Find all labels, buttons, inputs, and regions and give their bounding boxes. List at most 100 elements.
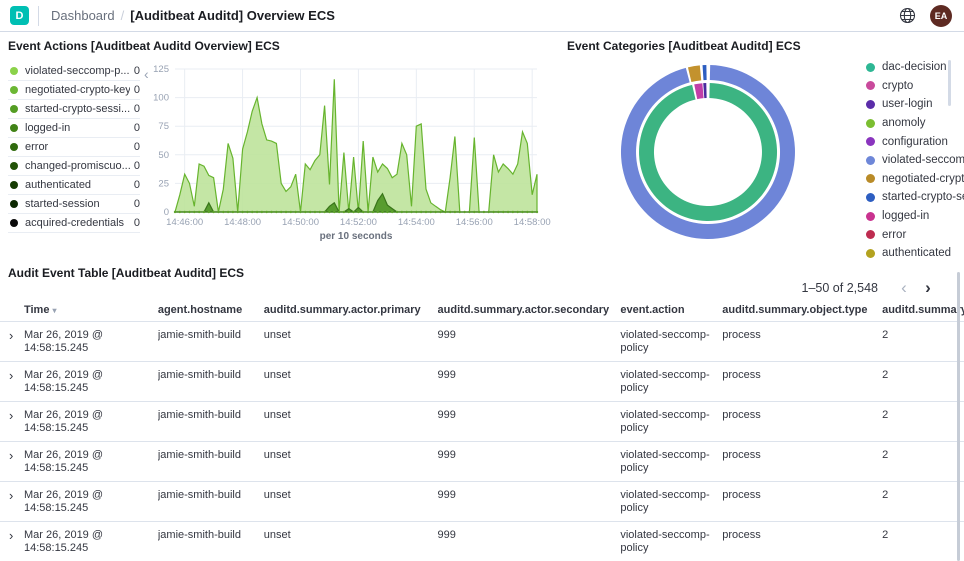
navbar-divider — [38, 5, 39, 26]
legend-item[interactable]: negotiated-crypto... — [866, 170, 964, 189]
donut-segment[interactable] — [639, 83, 778, 221]
cell-action: violated-seccomp-policy — [620, 449, 710, 474]
legend-value: 0 — [133, 217, 140, 229]
event-actions-area-chart[interactable]: 0 25 50 75 100 125 14:46:00 14:48:00 14:50:00 14:… — [138, 56, 562, 244]
legend-item[interactable]: authenticated — [866, 244, 952, 263]
legend-collapse-icon[interactable]: ‹ — [144, 66, 149, 82]
legend-value: 0 — [133, 160, 140, 172]
legend-label: negotiated-crypto-key — [25, 84, 130, 96]
legend-dot-icon — [10, 67, 18, 75]
legend-dot-icon — [10, 200, 18, 208]
legend-label: started-crypto-sessi... — [25, 103, 130, 115]
legend-dot-icon — [866, 137, 875, 147]
donut-segment[interactable] — [702, 65, 707, 81]
legend-item[interactable]: changed-promiscuo... 0 — [8, 157, 140, 176]
legend-item[interactable]: started-session 0 — [8, 195, 140, 214]
cell-hostname: jamie-smith-build — [157, 329, 241, 341]
column-header-auditd-summary[interactable]: auditd.summary — [882, 303, 964, 316]
cell-object_type: process — [722, 449, 761, 461]
legend-value: 0 — [133, 103, 140, 115]
cell-summary: 2 — [882, 329, 889, 341]
cell-time: Mar 26, 2019 @ 14:58:15.245 — [23, 409, 104, 434]
cell-time: Mar 26, 2019 @ 14:58:15.245 — [23, 529, 104, 554]
column-header-auditd-summary-actor-primary[interactable]: auditd.summary.actor.primary — [263, 303, 421, 316]
row-expand-icon[interactable]: › — [9, 489, 14, 503]
legend-label: authenticated — [882, 247, 952, 260]
legend-value: 0 — [133, 141, 140, 153]
legend-dot-icon — [866, 248, 875, 258]
table-row: › Mar 26, 2019 @ 14:58:15.245 jamie-smith-… — [0, 322, 964, 362]
legend-item[interactable]: logged-in — [866, 207, 950, 226]
legend-scrollbar[interactable] — [948, 60, 951, 106]
svg-text:14:58:00: 14:58:00 — [514, 217, 551, 228]
cell-summary: 2 — [882, 449, 889, 461]
row-expand-icon[interactable]: › — [9, 369, 14, 383]
cell-time: Mar 26, 2019 @ 14:58:15.245 — [23, 369, 104, 394]
legend-item[interactable]: acquired-credentials 0 — [8, 214, 140, 233]
svg-text:100: 100 — [153, 93, 169, 104]
row-expand-icon[interactable]: › — [9, 329, 14, 343]
event-categories-panel-title: Event Categories [Auditbeat Auditd] ECS — [567, 39, 801, 53]
cell-secondary: 999 — [437, 409, 456, 421]
row-expand-icon[interactable]: › — [9, 409, 14, 423]
app-logo-icon[interactable]: D — [10, 6, 29, 25]
legend-label: logged-in — [882, 210, 930, 223]
legend-item[interactable]: error 0 — [8, 138, 140, 157]
donut-segment[interactable] — [687, 65, 702, 82]
legend-item[interactable]: user-login — [866, 95, 950, 114]
cell-object_type: process — [722, 489, 761, 501]
svg-text:25: 25 — [158, 178, 169, 189]
breadcrumb-dashboard[interactable]: Dashboard — [51, 8, 115, 23]
row-expand-icon[interactable]: › — [9, 529, 14, 543]
table-row: › Mar 26, 2019 @ 14:58:15.245 jamie-smith-… — [0, 482, 964, 522]
legend-item[interactable]: error — [866, 225, 950, 244]
cell-time: Mar 26, 2019 @ 14:58:15.245 — [23, 489, 104, 514]
svg-text:125: 125 — [153, 64, 169, 75]
top-navbar: D Dashboard / [Auditbeat Auditd] Overvie… — [0, 0, 964, 32]
donut-segment[interactable] — [694, 83, 704, 100]
legend-item[interactable]: authenticated 0 — [8, 176, 140, 195]
legend-label: anomoly — [882, 117, 926, 130]
legend-item[interactable]: anomoly — [866, 114, 950, 133]
column-header-auditd-summary-object-type[interactable]: auditd.summary.object.type — [722, 303, 868, 316]
legend-dot-icon — [866, 62, 875, 72]
legend-item[interactable]: logged-in 0 — [8, 119, 140, 138]
donut-segment[interactable] — [703, 83, 707, 99]
cell-action: violated-seccomp-policy — [620, 409, 710, 434]
legend-item[interactable]: violated-seccomp... — [866, 151, 964, 170]
legend-value: 0 — [133, 122, 140, 134]
legend-label: dac-decision — [882, 61, 947, 74]
event-categories-donut-chart[interactable] — [598, 56, 828, 252]
cell-hostname: jamie-smith-build — [157, 529, 241, 541]
column-header-event-action[interactable]: event.action — [620, 303, 685, 316]
legend-dot-icon — [10, 181, 18, 189]
legend-item[interactable]: negotiated-crypto-key 0 — [8, 81, 140, 100]
cell-action: violated-seccomp-policy — [620, 529, 710, 554]
pagination-prev-icon[interactable]: ‹ — [901, 278, 907, 297]
table-scrollbar[interactable] — [957, 272, 960, 561]
user-avatar[interactable]: EA — [930, 4, 952, 27]
column-header-Time[interactable]: Time ▾ — [23, 303, 57, 316]
column-header-agent-hostname[interactable]: agent.hostname — [157, 303, 243, 316]
cell-object_type: process — [722, 369, 761, 381]
legend-label: violated-seccomp-p... — [25, 65, 130, 77]
legend-item[interactable]: started-crypto-sessi... 0 — [8, 100, 140, 119]
pagination-range: 1–50 of 2,548 — [801, 281, 878, 295]
cell-secondary: 999 — [437, 329, 456, 341]
svg-text:14:54:00: 14:54:00 — [398, 217, 435, 228]
legend-item[interactable]: dac-decision — [866, 58, 950, 77]
legend-item[interactable]: configuration — [866, 132, 950, 151]
cell-time: Mar 26, 2019 @ 14:58:15.245 — [23, 449, 104, 474]
legend-item[interactable]: crypto — [866, 77, 950, 96]
svg-text:75: 75 — [158, 121, 169, 132]
legend-item[interactable]: violated-seccomp-p... 0 — [8, 62, 140, 81]
legend-item[interactable]: started-crypto-se... — [866, 188, 964, 207]
globe-icon[interactable] — [899, 7, 916, 24]
row-expand-icon[interactable]: › — [9, 449, 14, 463]
cell-summary: 2 — [882, 529, 889, 541]
table-row: › Mar 26, 2019 @ 14:58:15.245 jamie-smith-… — [0, 362, 964, 402]
column-header-auditd-summary-actor-secondary[interactable]: auditd.summary.actor.secondary — [437, 303, 610, 316]
legend-dot-icon — [866, 211, 875, 221]
pagination-next-icon[interactable]: › — [925, 278, 931, 297]
legend-dot-icon — [866, 174, 875, 184]
